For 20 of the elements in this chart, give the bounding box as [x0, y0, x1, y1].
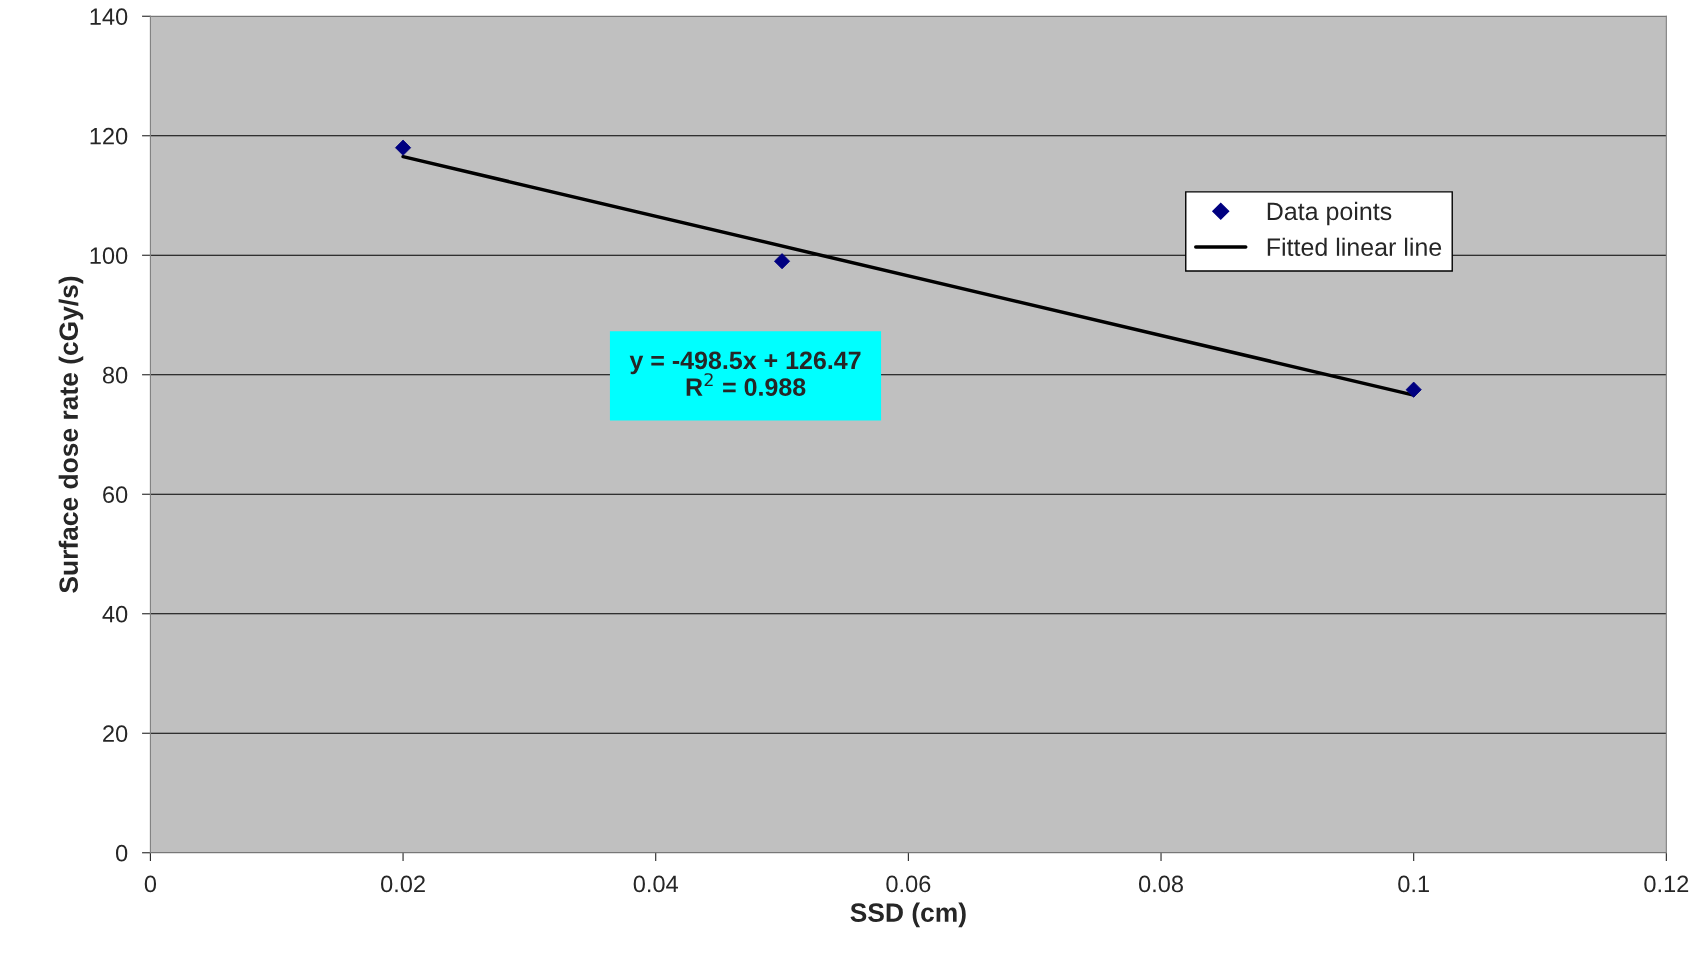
x-tick-label: 0.06: [886, 875, 931, 893]
x-axis-title: SSD (cm): [850, 902, 966, 928]
legend-label: Data points: [1267, 201, 1392, 226]
x-tick-label: 0.08: [1138, 875, 1183, 893]
y-tick-label: 0: [115, 844, 128, 862]
x-tick-label: 0.02: [381, 875, 425, 893]
x-tick-label: 0.04: [633, 875, 679, 893]
y-axis-title: Surface dose rate (cGy/s): [58, 276, 84, 593]
y-tick-label: 80: [102, 366, 128, 384]
x-tick-label: 0: [144, 875, 157, 893]
legend-label: Fitted linear line: [1267, 237, 1442, 257]
annotation: y = -498.5x + 126.47 R$^{2}$ = 0.988: [629, 351, 861, 396]
y-tick-label: 120: [90, 127, 128, 145]
x-tick-label: 0.1: [1398, 875, 1429, 893]
y-tick-label: 100: [90, 247, 128, 265]
y-tick-label: 60: [103, 486, 128, 504]
y-tick-label: 20: [103, 725, 128, 743]
x-tick-label: 0.12: [1644, 875, 1689, 893]
y-tick-label: 140: [90, 8, 128, 26]
y-tick-label: 40: [102, 605, 128, 623]
